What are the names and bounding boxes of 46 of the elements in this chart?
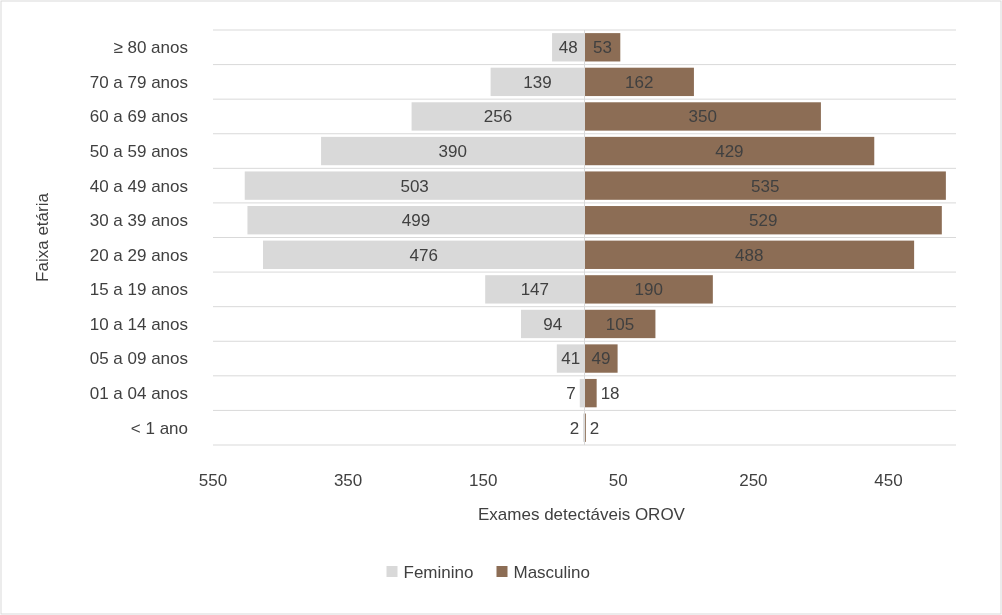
x-tick-label: 50: [608, 470, 628, 490]
data-label: 94: [543, 314, 563, 334]
data-label: 390: [438, 141, 467, 161]
x-tick-label: 150: [468, 470, 498, 490]
x-tick-label: 550: [198, 470, 228, 490]
data-label: 48: [558, 38, 578, 58]
data-label: 535: [751, 176, 780, 196]
data-label: 7: [566, 384, 576, 404]
data-label: 529: [748, 211, 778, 231]
data-label: 190: [634, 280, 663, 300]
data-label: 476: [409, 245, 438, 265]
data-label: 2: [589, 418, 600, 438]
y-tick-label: 15 a 19 anos: [89, 280, 188, 300]
y-tick-label: 30 a 39 anos: [89, 211, 188, 231]
y-tick-label: 05 a 09 anos: [89, 349, 188, 369]
legend-label: Masculino: [513, 562, 591, 582]
y-tick-label: 60 a 69 anos: [89, 107, 188, 127]
data-label: 256: [483, 107, 513, 127]
legend-label: Feminino: [403, 562, 474, 582]
data-label: 503: [400, 176, 429, 196]
data-label: 147: [520, 280, 550, 300]
data-label: 41: [561, 349, 581, 369]
x-tick-label: 250: [739, 470, 768, 490]
y-tick-label: ≥ 80 anos: [113, 38, 188, 58]
data-label: 18: [600, 384, 620, 404]
x-tick-label: 350: [333, 470, 363, 490]
y-tick-label: 01 a 04 anos: [89, 384, 188, 404]
x-axis-title: Exames detectáveis OROV: [478, 505, 686, 524]
y-tick-label: 40 a 49 anos: [89, 176, 188, 196]
data-label: 139: [523, 72, 552, 92]
y-tick-label: < 1 ano: [130, 418, 188, 438]
y-tick-label: 20 a 29 anos: [89, 245, 188, 265]
data-label: 499: [401, 211, 431, 231]
x-tick-label: 450: [874, 470, 903, 490]
data-label: 49: [591, 349, 611, 369]
data-label: 350: [688, 107, 717, 127]
y-tick-label: 70 a 79 anos: [89, 72, 188, 92]
data-label: 429: [715, 141, 744, 161]
data-label: 488: [735, 245, 764, 265]
data-label: 53: [592, 38, 612, 58]
data-label: 105: [605, 314, 635, 334]
y-axis-title: Faixa etária: [33, 192, 52, 282]
y-tick-label: 10 a 14 anos: [89, 314, 188, 334]
y-tick-label: 50 a 59 anos: [89, 141, 188, 161]
data-label: 162: [625, 72, 654, 92]
data-label: 2: [569, 418, 580, 438]
